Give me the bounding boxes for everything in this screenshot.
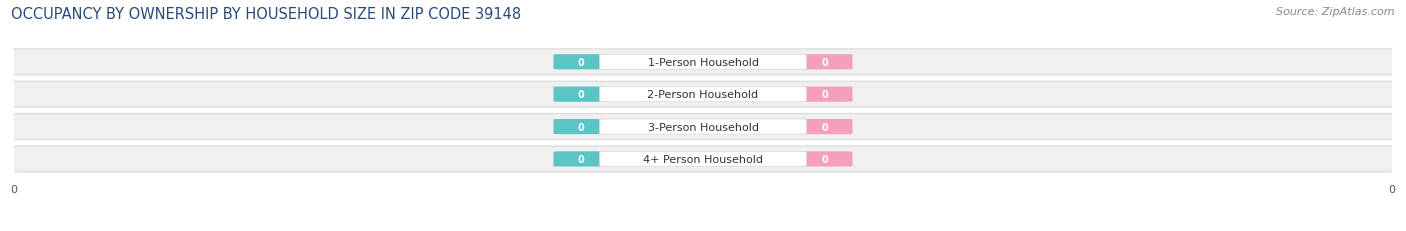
FancyBboxPatch shape: [599, 55, 807, 70]
Text: 0: 0: [823, 154, 828, 164]
Text: 0: 0: [578, 122, 583, 132]
Legend: Owner-occupied, Renter-occupied: Owner-occupied, Renter-occupied: [589, 228, 817, 231]
FancyBboxPatch shape: [599, 87, 807, 102]
FancyBboxPatch shape: [0, 114, 1406, 140]
Text: 1-Person Household: 1-Person Household: [648, 58, 758, 67]
Text: 0: 0: [578, 58, 583, 67]
FancyBboxPatch shape: [554, 119, 607, 135]
FancyBboxPatch shape: [599, 119, 807, 134]
FancyBboxPatch shape: [0, 146, 1406, 172]
Text: 0: 0: [578, 90, 583, 100]
FancyBboxPatch shape: [0, 50, 1406, 76]
Text: 4+ Person Household: 4+ Person Household: [643, 154, 763, 164]
FancyBboxPatch shape: [599, 152, 807, 167]
FancyBboxPatch shape: [554, 87, 607, 102]
FancyBboxPatch shape: [554, 55, 607, 70]
FancyBboxPatch shape: [799, 119, 852, 135]
Text: 0: 0: [823, 90, 828, 100]
Text: OCCUPANCY BY OWNERSHIP BY HOUSEHOLD SIZE IN ZIP CODE 39148: OCCUPANCY BY OWNERSHIP BY HOUSEHOLD SIZE…: [11, 7, 522, 22]
Text: 0: 0: [823, 58, 828, 67]
FancyBboxPatch shape: [554, 152, 607, 167]
Text: Source: ZipAtlas.com: Source: ZipAtlas.com: [1277, 7, 1395, 17]
Text: 0: 0: [823, 122, 828, 132]
Text: 3-Person Household: 3-Person Household: [648, 122, 758, 132]
FancyBboxPatch shape: [799, 152, 852, 167]
FancyBboxPatch shape: [799, 87, 852, 102]
FancyBboxPatch shape: [799, 55, 852, 70]
Text: 0: 0: [578, 154, 583, 164]
FancyBboxPatch shape: [0, 82, 1406, 108]
Text: 2-Person Household: 2-Person Household: [647, 90, 759, 100]
